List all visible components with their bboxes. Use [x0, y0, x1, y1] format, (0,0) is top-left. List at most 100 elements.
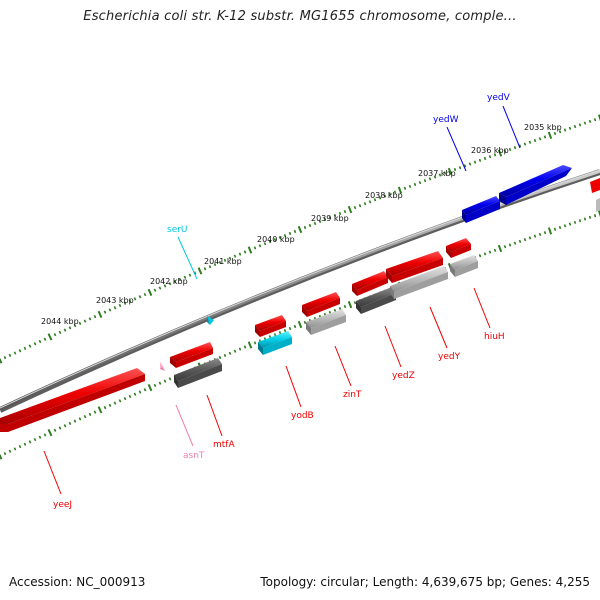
- scale-minor-tick: [308, 223, 312, 228]
- scale-minor-tick: [13, 447, 17, 451]
- scale-tick-label: 2037 kbp: [418, 169, 456, 178]
- scale-minor-tick: [38, 339, 42, 344]
- scale-minor-tick: [53, 333, 57, 337]
- scale-minor-tick: [343, 210, 347, 214]
- scale-minor-tick: [483, 252, 487, 256]
- gene-label-yedV: yedV: [487, 93, 511, 103]
- gene-label-serU: serU: [167, 225, 188, 235]
- scale-minor-tick: [478, 254, 482, 258]
- scale-minor-tick: [33, 342, 37, 346]
- scale-minor-tick: [458, 166, 462, 170]
- zinT-leader: [334, 345, 352, 387]
- scale-minor-tick: [288, 231, 292, 236]
- gene-hiuH-red[interactable]: [446, 238, 471, 258]
- scale-minor-tick: [353, 301, 357, 305]
- gene-yedY-red[interactable]: [386, 251, 443, 283]
- scale-major-tick: [597, 114, 600, 122]
- mtfA-leader: [206, 394, 223, 437]
- scale-minor-tick: [278, 331, 282, 335]
- scale-minor-tick: [573, 220, 577, 224]
- scale-minor-tick: [323, 217, 327, 222]
- scale-minor-tick: [343, 305, 347, 309]
- scale-minor-tick: [518, 144, 522, 148]
- gene-label-yedZ: yedZ: [392, 371, 415, 381]
- scale-tick-label: 2041 kbp: [204, 257, 242, 266]
- scale-minor-tick: [578, 219, 582, 223]
- scale-minor-tick: [208, 265, 212, 269]
- scale-minor-tick: [253, 341, 257, 345]
- scale-minor-tick: [478, 158, 482, 162]
- scale-major-tick: [347, 301, 353, 309]
- yedV-leader: [502, 105, 521, 149]
- scale-minor-tick: [388, 192, 392, 196]
- scale-tick-label: 2036 kbp: [471, 146, 509, 155]
- accession-label: Accession: NC_000913: [9, 575, 146, 589]
- scale-minor-tick: [288, 326, 292, 331]
- scale-minor-tick: [488, 155, 492, 159]
- scale-minor-tick: [578, 123, 582, 127]
- scale-minor-tick: [263, 242, 267, 246]
- gene-label-yodB: yodB: [291, 411, 314, 421]
- gene-hiuH-grey: [450, 255, 478, 277]
- scale-minor-tick: [333, 308, 337, 313]
- scale-minor-tick: [43, 433, 47, 437]
- gene-mtfA-red[interactable]: [170, 342, 213, 368]
- scale-minor-tick: [358, 204, 362, 208]
- scale-minor-tick: [8, 449, 12, 453]
- scale-minor-tick: [333, 213, 337, 218]
- scale-minor-tick: [58, 330, 62, 335]
- scale-minor-tick: [8, 353, 12, 357]
- scale-minor-tick: [513, 146, 517, 150]
- scale-minor-tick: [138, 295, 142, 299]
- scale-minor-tick: [293, 229, 297, 234]
- gene-serU[interactable]: [207, 316, 214, 325]
- scale-minor-tick: [238, 347, 242, 351]
- scale-minor-tick: [108, 403, 112, 407]
- scale-minor-tick: [223, 258, 227, 262]
- scale-minor-tick: [168, 282, 172, 286]
- scale-major-tick: [297, 320, 303, 329]
- scale-minor-tick: [338, 211, 342, 216]
- scale-minor-tick: [203, 267, 207, 271]
- scale-major-tick: [447, 167, 453, 176]
- scale-major-tick: [347, 205, 353, 214]
- scale-minor-tick: [73, 323, 77, 328]
- scale-minor-tick: [538, 232, 542, 236]
- scale-minor-tick: [528, 236, 532, 240]
- gene-zinT-grey: [306, 309, 346, 335]
- scale-minor-tick: [508, 147, 512, 152]
- scale-major-tick: [147, 288, 153, 297]
- scale-minor-tick: [253, 246, 257, 250]
- scale-tick-label: 2040 kbp: [257, 235, 295, 244]
- scale-minor-tick: [143, 292, 147, 297]
- scale-minor-tick: [533, 138, 537, 143]
- scale-minor-tick: [158, 286, 162, 290]
- scale-minor-tick: [243, 345, 247, 349]
- gene-zinT-red[interactable]: [302, 292, 340, 317]
- scale-minor-tick: [278, 236, 282, 240]
- scale-minor-tick: [88, 317, 92, 321]
- gene-yodB-red[interactable]: [255, 315, 286, 337]
- scale-minor-tick: [138, 390, 142, 394]
- gene-yedW[interactable]: [462, 196, 500, 223]
- scale-major-tick: [547, 131, 553, 139]
- scale-minor-tick: [153, 288, 157, 292]
- scale-minor-tick: [103, 310, 107, 314]
- gene-asnT[interactable]: [160, 362, 165, 371]
- scale-major-tick: [247, 341, 253, 349]
- scale-minor-tick: [533, 234, 537, 238]
- scale-minor-tick: [228, 351, 232, 355]
- scale-minor-tick: [283, 329, 287, 333]
- scale-minor-tick: [418, 181, 422, 185]
- gene-yeeJ[interactable]: [0, 368, 145, 432]
- scale-minor-tick: [428, 177, 432, 181]
- gene-yedV[interactable]: [499, 165, 572, 205]
- gene-label-mtfA: mtfA: [213, 440, 235, 450]
- scale-minor-tick: [588, 119, 592, 123]
- scale-minor-tick: [583, 217, 587, 221]
- scale-major-tick: [0, 453, 3, 460]
- scale-minor-tick: [258, 244, 262, 248]
- gene-yedZ-red[interactable]: [352, 271, 388, 296]
- scale-minor-tick: [73, 419, 77, 423]
- scale-major-tick: [147, 383, 153, 392]
